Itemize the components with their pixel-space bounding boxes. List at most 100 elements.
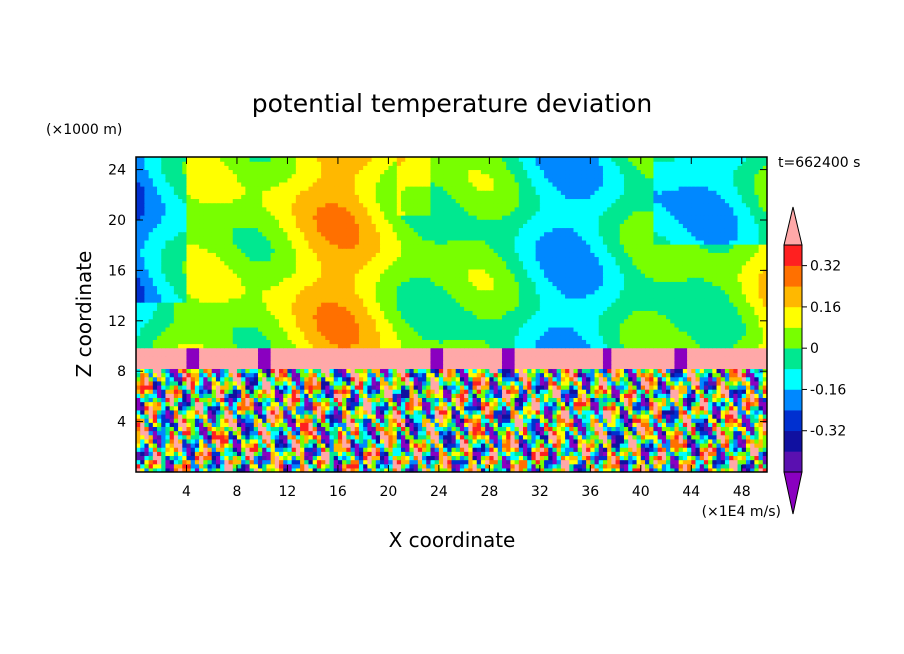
heatmap-cell: [632, 401, 638, 407]
heatmap-cell: [203, 467, 209, 472]
heatmap-cell: [497, 434, 503, 440]
heatmap-cell: [729, 447, 734, 452]
heatmap-cell: [287, 339, 293, 345]
heatmap-cell: [203, 459, 209, 465]
heatmap-cell: [148, 368, 154, 374]
heatmap-cell: [611, 360, 617, 365]
heatmap-cell: [224, 422, 230, 427]
heatmap-cell: [178, 376, 183, 382]
heatmap-cell: [636, 409, 642, 415]
heatmap-cell: [232, 405, 238, 411]
heatmap-cell: [724, 426, 730, 432]
heatmap-cell: [733, 451, 739, 457]
heatmap-cell: [716, 368, 722, 374]
heatmap-cell: [573, 430, 579, 436]
heatmap-cell: [350, 409, 356, 415]
heatmap-cell: [569, 409, 575, 415]
heatmap-cell: [737, 393, 743, 398]
heatmap-cell: [337, 434, 343, 440]
heatmap-cell: [253, 413, 259, 419]
heatmap-cell: [741, 418, 747, 423]
heatmap-cell: [270, 430, 276, 436]
heatmap-cell: [291, 360, 297, 365]
heatmap-cell: [523, 430, 528, 436]
heatmap-cell: [560, 442, 566, 448]
heatmap-cell: [136, 434, 141, 440]
heatmap-cell: [321, 463, 326, 469]
heatmap-cell: [531, 397, 537, 403]
heatmap-cell: [695, 376, 701, 382]
heatmap-cell: [199, 384, 204, 390]
heatmap-cell: [358, 397, 364, 403]
heatmap-cell: [687, 455, 692, 461]
heatmap-cell: [758, 442, 764, 448]
heatmap-cell: [607, 401, 612, 407]
heatmap-cell: [257, 347, 263, 353]
heatmap-cell: [577, 463, 583, 469]
heatmap-cell: [346, 351, 352, 357]
heatmap-cell: [745, 463, 751, 469]
heatmap-cell: [464, 351, 469, 357]
heatmap-cell: [241, 372, 246, 378]
heatmap-cell: [190, 380, 196, 386]
heatmap-cell: [455, 438, 461, 444]
heatmap-cell: [497, 372, 503, 378]
heatmap-cell: [342, 438, 347, 444]
heatmap-cell: [224, 389, 230, 394]
heatmap-cell: [754, 442, 760, 448]
heatmap-cell: [384, 364, 389, 369]
heatmap-cell: [678, 343, 684, 349]
heatmap-cell: [493, 430, 499, 436]
heatmap-cell: [392, 405, 398, 411]
heatmap-cell: [257, 339, 263, 345]
heatmap-cell: [152, 335, 158, 340]
heatmap-cell: [489, 438, 495, 444]
heatmap-cell: [489, 368, 495, 374]
heatmap-cell: [645, 360, 650, 365]
heatmap-cell: [602, 335, 608, 340]
heatmap-cell: [417, 451, 423, 457]
heatmap-cell: [628, 459, 633, 465]
heatmap-cell: [459, 343, 465, 349]
heatmap-cell: [733, 372, 739, 378]
heatmap-cell: [363, 426, 368, 432]
heatmap-cell: [464, 368, 469, 374]
heatmap-cell: [708, 442, 713, 448]
heatmap-cell: [594, 409, 600, 415]
heatmap-cell: [531, 380, 537, 386]
heatmap-cell: [615, 422, 621, 427]
heatmap-cell: [405, 418, 411, 423]
heatmap-cell: [228, 380, 234, 386]
heatmap-cell: [678, 438, 684, 444]
heatmap-cell: [358, 335, 364, 340]
heatmap-cell: [552, 413, 558, 419]
heatmap-cell: [703, 343, 709, 349]
heatmap-cell: [729, 364, 734, 369]
heatmap-cell: [565, 368, 570, 374]
heatmap-cell: [657, 401, 663, 407]
heatmap-cell: [236, 389, 242, 394]
heatmap-cell: [434, 393, 440, 398]
heatmap-cell: [464, 372, 469, 378]
heatmap-cell: [729, 355, 734, 361]
heatmap-cell: [645, 372, 650, 378]
heatmap-cell: [594, 351, 600, 357]
heatmap-cell: [531, 376, 537, 382]
heatmap-cell: [447, 401, 453, 407]
heatmap-cell: [199, 413, 204, 419]
heatmap-cell: [312, 389, 318, 394]
heatmap-cell: [670, 434, 676, 440]
heatmap-cell: [300, 368, 305, 374]
heatmap-cell: [666, 339, 671, 345]
heatmap-cell: [607, 430, 612, 436]
heatmap-cell: [497, 451, 503, 457]
heatmap-cell: [300, 393, 305, 398]
heatmap-cell: [708, 347, 713, 353]
heatmap-cell: [161, 438, 167, 444]
heatmap-cell: [220, 401, 225, 407]
heatmap-cell: [569, 376, 575, 382]
heatmap-cell: [241, 355, 246, 361]
heatmap-cell: [392, 368, 398, 374]
heatmap-cell: [552, 351, 558, 357]
heatmap-cell: [468, 455, 474, 461]
